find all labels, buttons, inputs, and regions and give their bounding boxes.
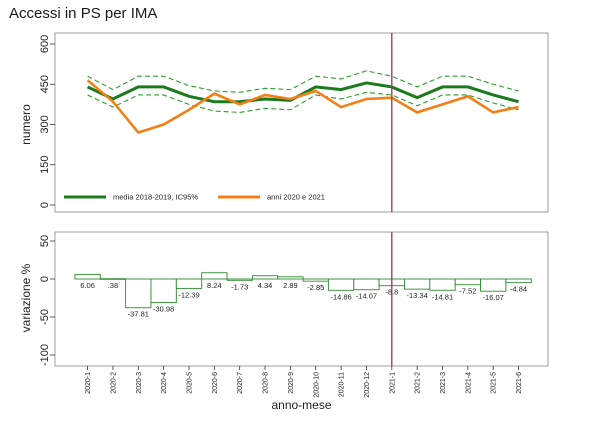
bar-data-label: 6.06 (80, 281, 95, 290)
x-tick-label: 2021-3 (440, 372, 447, 394)
bar-data-label: -4.84 (510, 285, 527, 294)
variation-bar (454, 278, 481, 286)
top-y-tick-label: 150 (39, 156, 51, 174)
top-panel-frame (54, 32, 549, 213)
x-tick-label: 2020-9 (288, 372, 295, 394)
x-tick-label: 2020-5 (187, 372, 194, 394)
bottom-y-axis-label: variazione % (19, 263, 33, 332)
variation-bar (74, 273, 101, 280)
top-y-tick-label: 300 (39, 115, 51, 133)
x-tick-label: 2020-2 (110, 372, 117, 394)
variation-bar (505, 278, 532, 284)
x-tick-label: 2020-4 (161, 372, 168, 394)
variation-bar (125, 278, 152, 309)
top-y-axis-label: numero (19, 104, 33, 145)
bar-data-label: 2.89 (283, 281, 298, 290)
x-tick-label: 2020-11 (339, 372, 346, 397)
x-axis-label: anno-mese (271, 398, 331, 412)
bar-data-label: -14.86 (330, 292, 351, 301)
variation-bar (480, 278, 507, 292)
bar-data-label: .38 (108, 281, 118, 290)
variation-bar (327, 278, 355, 291)
chart-title: Accessi in PS per IMA (9, 5, 158, 22)
variation-bar (429, 278, 456, 291)
variation-bar (404, 278, 431, 290)
bottom-y-tick-label: -100 (39, 344, 51, 366)
variation-bar (277, 276, 304, 280)
current-series-line (86, 79, 519, 135)
top-y-tick-label: 450 (39, 75, 51, 93)
variation-bar (251, 275, 279, 280)
x-tick-label: 2020-6 (212, 372, 219, 394)
variation-bar (99, 278, 127, 280)
legend-mean-label: media 2018-2019, IC95% (113, 193, 198, 202)
variation-bar (175, 278, 203, 289)
x-tick-label: 2021-4 (465, 372, 472, 394)
bottom-y-tick-label: 0 (39, 276, 51, 282)
variation-bar (353, 278, 380, 291)
top-y-tick-label: 0 (39, 202, 51, 208)
bar-data-label: 8.24 (207, 281, 222, 290)
bottom-y-tick-label: 50 (39, 235, 51, 247)
x-tick-label: 2021-1 (389, 372, 396, 394)
x-tick-label: 2020-1 (85, 372, 92, 394)
bar-data-label: -1.73 (231, 282, 248, 291)
variation-bar (302, 278, 329, 282)
x-tick-label: 2020-10 (313, 372, 320, 398)
variation-bar (150, 278, 177, 303)
bar-data-label: 4.34 (258, 281, 273, 290)
ci-upper-line (87, 70, 519, 93)
x-tick-label: 2020-7 (237, 372, 244, 394)
bar-data-label: -30.98 (153, 305, 174, 314)
x-tick-label: 2021-5 (491, 372, 498, 394)
x-tick-label: 2021-6 (516, 372, 523, 394)
variation-bar (226, 278, 253, 281)
bar-data-label: -14.07 (356, 292, 377, 301)
bar-data-label: -2.85 (307, 283, 324, 292)
bar-data-label: -37.81 (128, 310, 149, 319)
bar-data-label: -12.39 (178, 290, 199, 299)
bottom-panel-frame (54, 231, 549, 367)
bar-data-label: -13.34 (407, 291, 428, 300)
x-tick-label: 2020-3 (136, 372, 143, 394)
x-tick-label: 2020-8 (263, 372, 270, 394)
bar-data-label: -16.07 (483, 293, 504, 302)
x-tick-label: 2020-12 (364, 372, 371, 398)
bar-data-label: -7.52 (459, 287, 476, 296)
x-tick-label: 2021-2 (415, 372, 422, 394)
bottom-y-tick-label: -50 (39, 309, 51, 325)
variation-bar (201, 272, 228, 280)
ci-lower-line (87, 91, 519, 113)
mean-series-line (86, 81, 519, 104)
bar-data-label: -14.81 (432, 292, 453, 301)
legend-current-label: anni 2020 e 2021 (267, 193, 325, 202)
top-y-tick-label: 600 (39, 35, 51, 53)
